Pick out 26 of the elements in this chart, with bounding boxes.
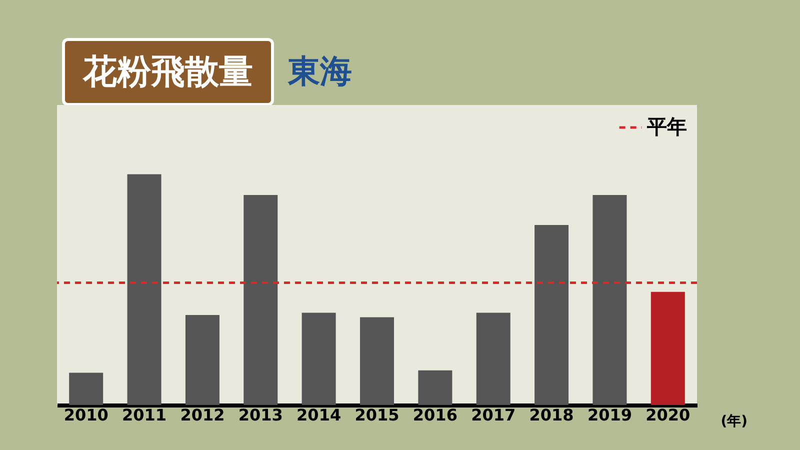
bar: [185, 315, 220, 405]
x-tick-label: 2010: [64, 406, 108, 424]
bar: [360, 317, 394, 405]
bar: [534, 225, 569, 405]
x-axis-title: (年): [720, 414, 748, 430]
chart-subtitle: 東海: [288, 51, 352, 92]
bar: [127, 174, 162, 405]
bar: [476, 312, 510, 405]
x-tick-label: 2019: [587, 406, 632, 424]
bar: [650, 292, 685, 405]
x-tick-label: 2012: [180, 406, 225, 424]
x-tick-label: 2014: [296, 406, 342, 424]
bar: [69, 372, 104, 405]
x-tick-label: 2016: [412, 406, 458, 424]
legend-label: 平年: [646, 114, 687, 138]
x-tick-label: 2013: [238, 406, 283, 424]
x-tick-label: 2017: [471, 406, 516, 424]
x-tick-label: 2018: [529, 406, 574, 424]
bar: [418, 370, 452, 405]
bar: [302, 312, 336, 405]
bar: [244, 195, 278, 405]
bar: [592, 195, 627, 405]
x-tick-label: 2015: [354, 406, 400, 424]
x-tick-label: 2011: [122, 406, 167, 424]
chart-title: 花粉飛散量: [62, 38, 274, 106]
x-tick-label: 2020: [646, 406, 690, 424]
